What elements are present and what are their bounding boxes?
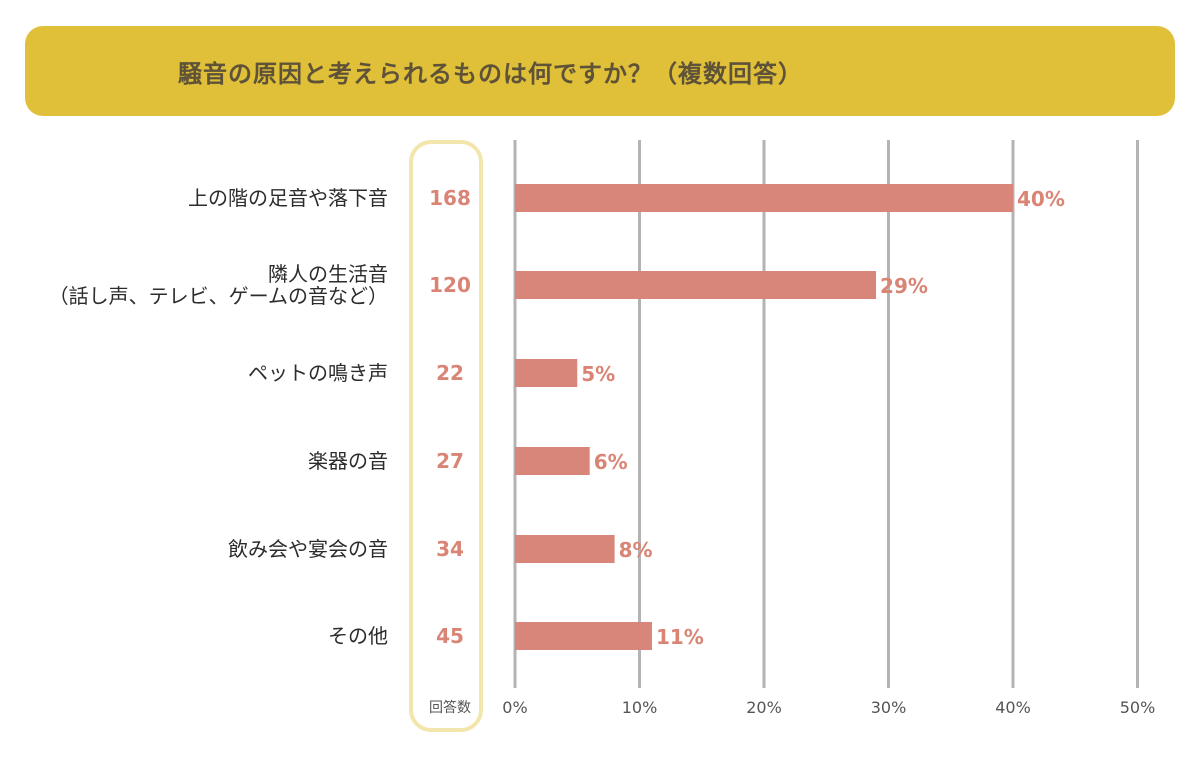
count-value: 22 bbox=[436, 361, 464, 385]
x-tick-label: 30% bbox=[871, 698, 907, 717]
bar bbox=[515, 535, 615, 563]
x-tick-label: 20% bbox=[746, 698, 782, 717]
bar bbox=[515, 359, 578, 387]
x-tick-label: 40% bbox=[995, 698, 1031, 717]
bar-value-label: 6% bbox=[594, 450, 628, 474]
count-value: 34 bbox=[436, 537, 464, 561]
category-label: 隣人の生活音 bbox=[268, 262, 388, 286]
category-label: 飲み会や宴会の音 bbox=[228, 537, 388, 561]
bar bbox=[515, 447, 590, 475]
bar bbox=[515, 622, 652, 650]
count-value: 168 bbox=[429, 186, 471, 210]
title-banner: 騒音の原因と考えられるものは何ですか？（複数回答） bbox=[25, 26, 1175, 116]
bar-value-label: 40% bbox=[1017, 187, 1065, 211]
category-label: ペットの鳴き声 bbox=[248, 361, 388, 385]
category-label: 楽器の音 bbox=[308, 449, 388, 473]
category-label: 上の階の足音や落下音 bbox=[188, 186, 388, 210]
x-tick-label: 0% bbox=[502, 698, 527, 717]
bar-value-label: 29% bbox=[880, 274, 928, 298]
x-tick-label: 50% bbox=[1120, 698, 1156, 717]
bar-value-label: 5% bbox=[581, 362, 615, 386]
count-column-header: 回答数 bbox=[429, 700, 471, 716]
bar-value-label: 11% bbox=[656, 625, 704, 649]
bar-value-label: 8% bbox=[619, 538, 653, 562]
bar bbox=[515, 184, 1013, 212]
count-value: 45 bbox=[436, 624, 464, 648]
category-label: その他 bbox=[328, 624, 388, 648]
count-value: 27 bbox=[436, 449, 464, 473]
chart-title: 騒音の原因と考えられるものは何ですか？（複数回答） bbox=[178, 60, 803, 88]
count-value: 120 bbox=[429, 273, 471, 297]
bar bbox=[515, 271, 877, 299]
x-tick-label: 10% bbox=[622, 698, 658, 717]
count-column-frame bbox=[409, 140, 483, 732]
category-label: （話し声、テレビ、ゲームの音など） bbox=[48, 284, 388, 308]
